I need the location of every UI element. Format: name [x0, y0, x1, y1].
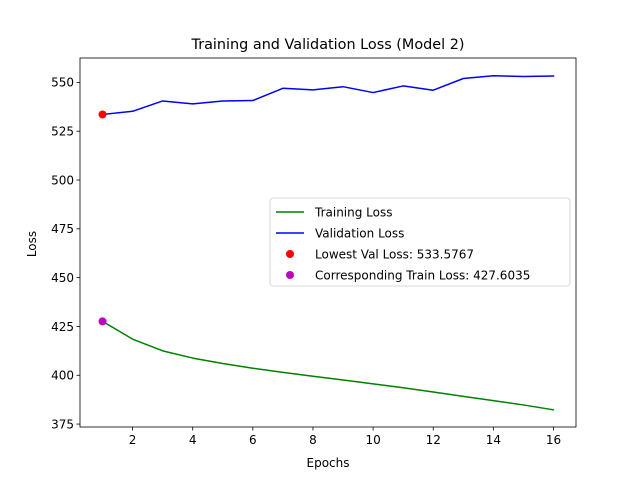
legend-training-loss-label: Training Loss — [314, 205, 392, 219]
y-axis-label: Loss — [25, 231, 39, 257]
x-tick-label: 10 — [365, 433, 380, 447]
y-tick-label: 400 — [51, 369, 74, 383]
legend-frame — [269, 197, 571, 287]
y-tick-label: 475 — [51, 222, 74, 236]
x-tick-label: 4 — [189, 433, 197, 447]
y-tick-label: 500 — [51, 173, 74, 187]
corresponding-train-loss-marker — [98, 317, 107, 326]
y-tick-label: 375 — [51, 417, 74, 431]
legend-corresponding-train-loss-label: Corresponding Train Loss: 427.6035 — [315, 268, 530, 282]
x-tick-label: 16 — [546, 433, 561, 447]
legend-lowest-val-loss-swatch — [286, 250, 294, 258]
y-tick-label: 450 — [51, 271, 74, 285]
series-line-validation-loss — [101, 75, 555, 116]
legend-validation-loss-label: Validation Loss — [315, 226, 404, 240]
plot-layer — [98, 75, 555, 411]
axes-frame — [79, 57, 577, 428]
x-tick-label: 8 — [309, 433, 317, 447]
legend: Training Loss Validation Loss Lowest Val L… — [269, 197, 571, 287]
x-tick-label: 14 — [486, 433, 501, 447]
x-tick-label: 6 — [249, 433, 257, 447]
legend-lowest-val-loss-label: Lowest Val Loss: 533.5767 — [315, 247, 474, 261]
series-line-training-loss — [101, 320, 555, 411]
x-tick-label: 2 — [129, 433, 137, 447]
chart-title: Training and Validation Loss (Model 2) — [191, 37, 465, 53]
y-tick-label: 525 — [51, 125, 74, 139]
x-tick-label: 12 — [426, 433, 441, 447]
lowest-val-loss-marker — [98, 110, 107, 119]
y-tick-label: 550 — [51, 76, 74, 90]
axes-layer: 2 4 6 8 10 12 14 16 375 400 425 450 475 500 525 550 — [51, 57, 577, 447]
y-tick-label: 425 — [51, 320, 74, 334]
legend-corresponding-train-loss-swatch — [286, 271, 294, 279]
x-axis-label: Epochs — [307, 456, 350, 470]
